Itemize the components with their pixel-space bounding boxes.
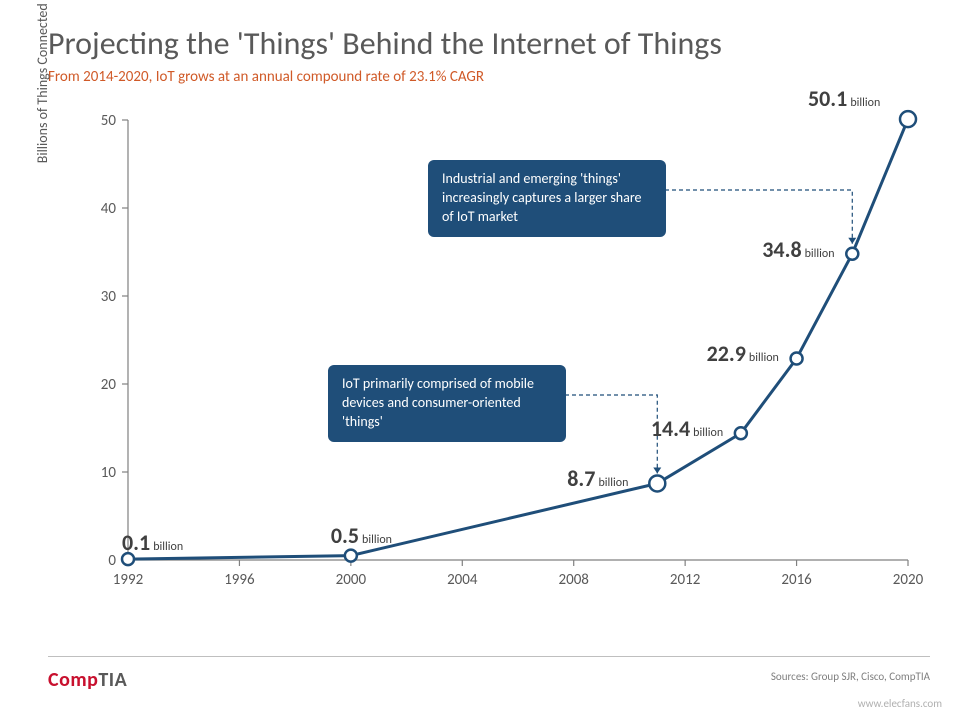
- svg-text:20: 20: [101, 376, 117, 394]
- svg-text:2016: 2016: [781, 571, 812, 589]
- line-chart: Billions of Things Connected to the Inte…: [48, 100, 928, 630]
- data-label: 50.1billion: [808, 85, 880, 112]
- svg-text:40: 40: [101, 200, 117, 218]
- svg-text:2020: 2020: [893, 571, 924, 589]
- data-label: 22.9billion: [707, 340, 779, 367]
- svg-text:0: 0: [108, 552, 116, 570]
- source-text: Sources: Group SJR, Cisco, CompTIA: [771, 670, 930, 683]
- svg-text:2008: 2008: [559, 571, 589, 589]
- comptia-logo: CompTIA: [48, 668, 127, 692]
- y-axis-label: Billions of Things Connected to the Inte…: [34, 0, 51, 190]
- logo-pre: Comp: [48, 668, 98, 692]
- callout-mobile: IoT primarily comprised of mobile device…: [328, 365, 566, 442]
- data-label: 14.4billion: [651, 415, 723, 442]
- svg-text:1992: 1992: [113, 571, 143, 589]
- svg-text:2000: 2000: [336, 571, 367, 589]
- subtitle: From 2014-2020, IoT grows at an annual c…: [48, 68, 484, 86]
- data-label: 0.1billion: [122, 529, 183, 556]
- callout-industrial: Industrial and emerging 'things' increas…: [428, 160, 666, 237]
- svg-text:2004: 2004: [447, 571, 478, 589]
- svg-text:30: 30: [101, 288, 117, 306]
- svg-text:10: 10: [101, 464, 117, 482]
- svg-text:1996: 1996: [224, 571, 255, 589]
- watermark: www.elecfans.com: [858, 697, 942, 710]
- page-title: Projecting the 'Things' Behind the Inter…: [48, 24, 722, 63]
- svg-text:50: 50: [101, 112, 117, 130]
- logo-suf: TIA: [98, 668, 127, 692]
- data-label: 8.7billion: [567, 465, 628, 492]
- footer-divider: [48, 656, 930, 657]
- data-label: 34.8billion: [762, 236, 834, 263]
- data-label: 0.5billion: [331, 522, 392, 549]
- plot-area: 0102030405019921996200020042008201220162…: [128, 120, 908, 560]
- slide: Projecting the 'Things' Behind the Inter…: [0, 0, 960, 720]
- svg-text:2012: 2012: [670, 571, 700, 589]
